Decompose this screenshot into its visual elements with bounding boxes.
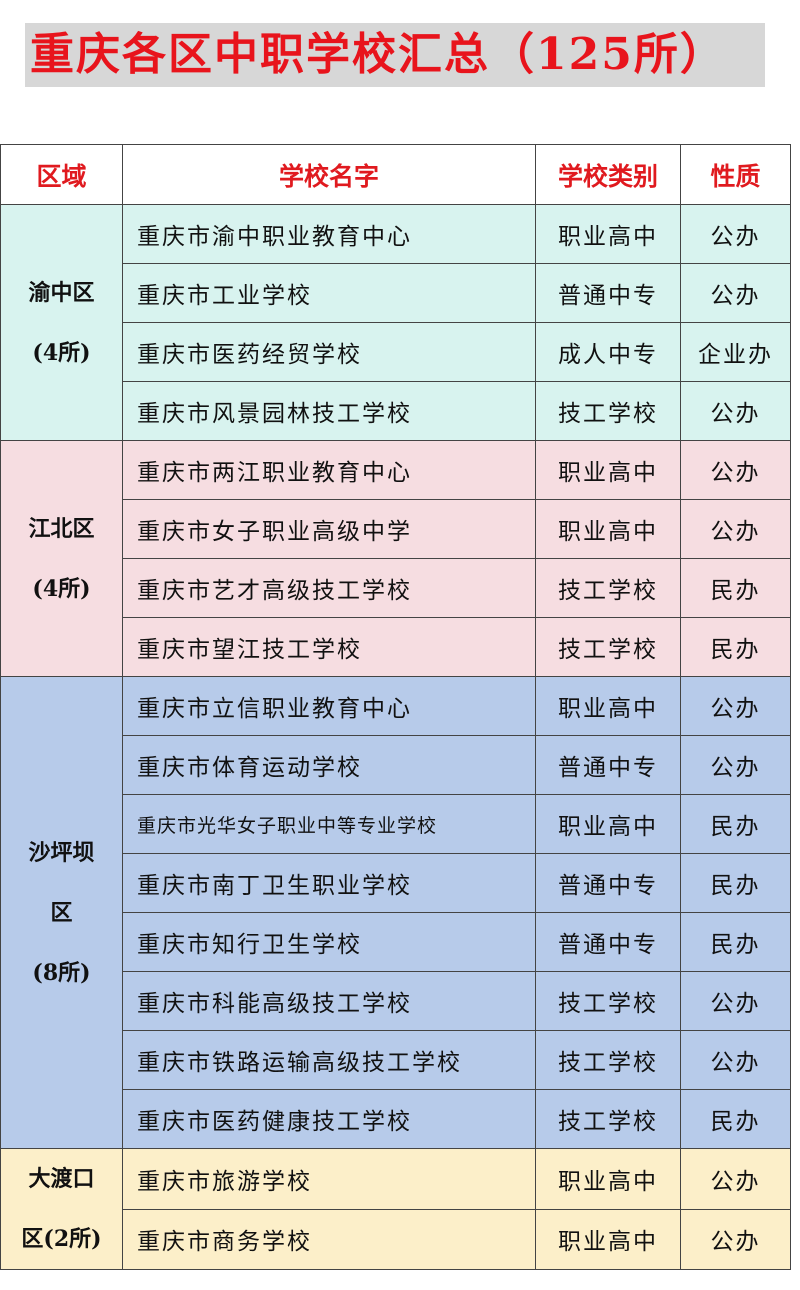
table-row: 重庆市光华女子职业中等专业学校 职业高中 民办 [0, 794, 791, 854]
school-name: 重庆市南丁卫生职业学校 [122, 853, 536, 913]
table-row: 重庆市望江技工学校 技工学校 民办 [0, 617, 791, 677]
table-row: 重庆市医药经贸学校 成人中专 企业办 [0, 322, 791, 382]
school-nature: 公办 [680, 971, 791, 1031]
school-type: 职业高中 [535, 440, 681, 500]
region-label: 大渡口 [28, 1166, 95, 1192]
school-nature: 民办 [680, 558, 791, 618]
region-cell: 渝中区 (4所) [0, 204, 123, 441]
school-nature: 公办 [680, 1148, 791, 1210]
school-type: 技工学校 [535, 1030, 681, 1090]
school-name: 重庆市女子职业高级中学 [122, 499, 536, 559]
region-cell: 沙坪坝区 (8所) [0, 676, 123, 1149]
school-nature: 公办 [680, 676, 791, 736]
school-name: 重庆市科能高级技工学校 [122, 971, 536, 1031]
header-type: 学校类别 [535, 144, 681, 205]
school-type: 普通中专 [535, 853, 681, 913]
school-type: 普通中专 [535, 735, 681, 795]
school-type: 技工学校 [535, 971, 681, 1031]
school-name: 重庆市铁路运输高级技工学校 [122, 1030, 536, 1090]
region-label: 沙坪坝 [28, 839, 95, 866]
school-nature: 企业办 [680, 322, 791, 382]
school-name: 重庆市艺才高级技工学校 [122, 558, 536, 618]
school-nature: 民办 [680, 853, 791, 913]
school-nature: 民办 [680, 794, 791, 854]
title-banner [25, 23, 765, 87]
table-row: 重庆市铁路运输高级技工学校 技工学校 公办 [0, 1030, 791, 1090]
school-nature: 公办 [680, 204, 791, 264]
table-row: 重庆市医药健康技工学校 技工学校 民办 [0, 1089, 791, 1149]
school-name: 重庆市知行卫生学校 [122, 912, 536, 972]
school-nature: 民办 [680, 912, 791, 972]
school-nature: 公办 [680, 1208, 791, 1270]
school-type: 普通中专 [535, 263, 681, 323]
region-label: 江北区 [28, 515, 95, 542]
school-type: 职业高中 [535, 204, 681, 264]
school-name: 重庆市工业学校 [122, 263, 536, 323]
header-nature: 性质 [680, 144, 791, 205]
school-nature: 民办 [680, 617, 791, 677]
table-row: 重庆市女子职业高级中学 职业高中 公办 [0, 499, 791, 559]
header-region: 区域 [0, 144, 123, 205]
region-label: 渝中区 [28, 279, 95, 306]
school-name: 重庆市体育运动学校 [122, 735, 536, 795]
table-row: 江北区 (4所) 重庆市两江职业教育中心 职业高中 公办 [0, 440, 791, 677]
table-row: 重庆市体育运动学校 普通中专 公办 [0, 735, 791, 795]
school-type: 职业高中 [535, 1148, 681, 1210]
school-type: 技工学校 [535, 558, 681, 618]
school-nature: 公办 [680, 735, 791, 795]
school-nature: 公办 [680, 440, 791, 500]
school-type: 成人中专 [535, 322, 681, 382]
school-nature: 公办 [680, 263, 791, 323]
school-type: 职业高中 [535, 794, 681, 854]
table-row: 重庆市南丁卫生职业学校 普通中专 民办 [0, 853, 791, 913]
region-label: (4所) [32, 339, 91, 366]
school-type: 职业高中 [535, 676, 681, 736]
table-row: 重庆市商务学校 职业高中 公办 [0, 1208, 791, 1270]
header-name: 学校名字 [122, 144, 536, 205]
school-name: 重庆市望江技工学校 [122, 617, 536, 677]
school-nature: 民办 [680, 1089, 791, 1149]
school-nature: 公办 [680, 381, 791, 441]
table-row: 沙坪坝区 (8所) 重庆市立信职业教育中心 职业高中 公办 [0, 676, 791, 1149]
table-row: 重庆市工业学校 普通中专 公办 [0, 263, 791, 323]
school-type: 普通中专 [535, 912, 681, 972]
school-name: 重庆市光华女子职业中等专业学校 [122, 794, 536, 854]
table-row: 重庆市风景园林技工学校 技工学校 公办 [0, 381, 791, 441]
table-row: 渝中区 (4所) 重庆市渝中职业教育中心 职业高中 公办 [0, 204, 791, 441]
school-table: 区域 学校名字 学校类别 性质 渝中区 (4所) 重庆市渝中职业教育中心 职业高中 公办… [0, 144, 791, 1270]
school-nature: 公办 [680, 1030, 791, 1090]
school-name: 重庆市医药健康技工学校 [122, 1089, 536, 1149]
page-title: 重庆各区中职学校汇总（125所） [30, 29, 726, 80]
table-row: 大渡口 区(2所) 重庆市旅游学校 职业高中 公办 [0, 1148, 791, 1270]
school-name: 重庆市商务学校 [122, 1208, 536, 1270]
table-row: 重庆市艺才高级技工学校 技工学校 民办 [0, 558, 791, 618]
region-label: 区 [50, 899, 73, 926]
school-name: 重庆市风景园林技工学校 [122, 381, 536, 441]
school-type: 职业高中 [535, 499, 681, 559]
region-label: (8所) [32, 959, 91, 986]
region-label: 区(2所) [21, 1226, 102, 1252]
school-type: 技工学校 [535, 1089, 681, 1149]
school-type: 技工学校 [535, 617, 681, 677]
school-name: 重庆市医药经贸学校 [122, 322, 536, 382]
school-name: 重庆市渝中职业教育中心 [122, 204, 536, 264]
table-row: 重庆市知行卫生学校 普通中专 民办 [0, 912, 791, 972]
school-name: 重庆市立信职业教育中心 [122, 676, 536, 736]
school-type: 职业高中 [535, 1208, 681, 1270]
school-name: 重庆市旅游学校 [122, 1148, 536, 1210]
table-row: 重庆市科能高级技工学校 技工学校 公办 [0, 971, 791, 1031]
school-nature: 公办 [680, 499, 791, 559]
school-type: 技工学校 [535, 381, 681, 441]
header-row: 区域 学校名字 学校类别 性质 [0, 144, 791, 205]
school-name: 重庆市两江职业教育中心 [122, 440, 536, 500]
region-cell: 江北区 (4所) [0, 440, 123, 677]
region-label: (4所) [32, 575, 91, 602]
region-cell: 大渡口区(2所) [0, 1148, 123, 1270]
